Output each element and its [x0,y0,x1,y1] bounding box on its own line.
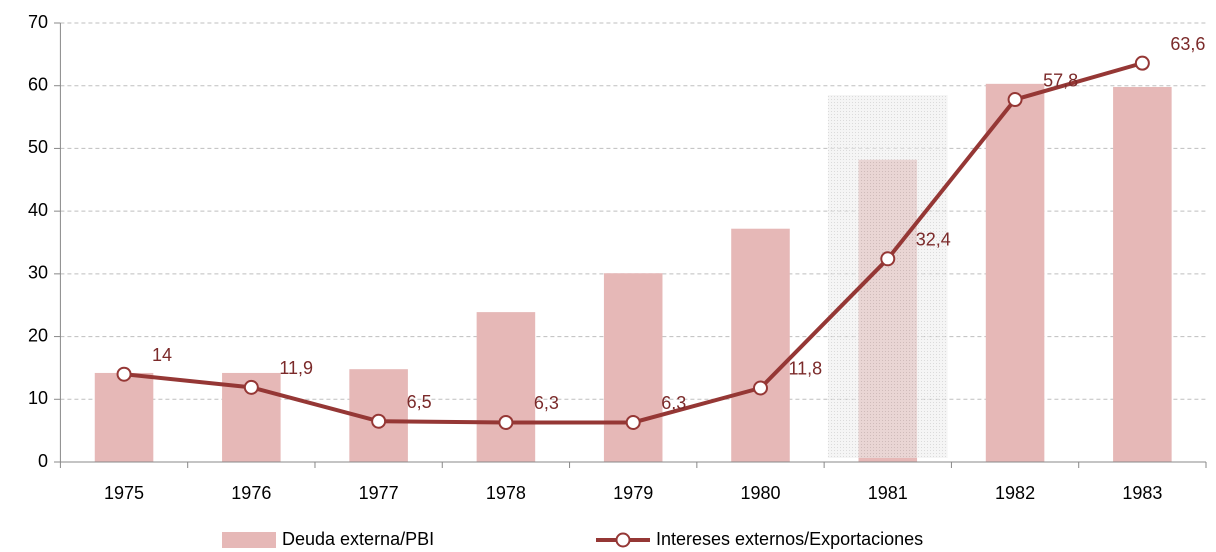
bar [603,273,663,462]
bar [1113,86,1172,463]
axes: 0 10 20 30 40 50 60 70 1975 1976 1977 1978 1979 1980 1… [28,12,1207,503]
x-tick-label: 1980 [740,483,780,503]
x-tick-label: 1977 [359,483,399,503]
y-tick-label: 20 [28,325,48,345]
legend-marker [615,532,631,548]
highlight [827,95,948,458]
data-label: 32,4 [916,230,951,250]
y-tick-label: 0 [38,451,48,471]
legend: Deuda externa/PBI Intereses externos/Expo… [222,529,923,549]
x-tick-label: 1976 [231,483,271,503]
legend-label: Deuda externa/PBI [282,529,434,549]
data-label: 6,3 [661,393,686,413]
y-tick-label: 70 [28,12,48,32]
line-point [116,366,132,382]
data-label: 11,8 [788,359,822,379]
line-point [243,379,259,395]
x-tick-label: 1983 [1122,483,1162,503]
x-tick-label: 1981 [868,483,908,503]
data-label: 57,8 [1043,70,1078,90]
y-tick-label: 60 [28,74,48,94]
x-tick-label: 1978 [486,483,526,503]
line-point [371,413,387,429]
data-label: 11,9 [279,358,313,378]
bars [94,83,1172,463]
data-label: 6,3 [534,393,559,413]
y-tick-label: 30 [28,263,48,283]
bar [985,83,1045,462]
line-point [752,380,768,396]
line-point [625,414,641,430]
bar [731,228,790,462]
x-tick-label: 1982 [995,483,1035,503]
data-label: 63,6 [1170,34,1205,54]
y-tick-label: 10 [28,388,48,408]
legend-label: Intereses externos/Exportaciones [656,529,923,549]
x-tick-label: 1975 [104,483,144,503]
x-tick-label: 1979 [613,483,653,503]
line-point [498,414,514,430]
bar [476,312,536,462]
line-point [1134,55,1150,71]
line-point [1007,92,1023,108]
line-layer: 14 11,9 6,5 6,3 6,3 11,8 32,4 57,8 63,6 [116,34,1205,430]
data-label: 6,5 [407,392,432,412]
y-tick-label: 50 [28,137,48,157]
legend-swatch [222,532,276,548]
y-tick-label: 40 [28,200,48,220]
line-point [880,251,896,267]
data-label: 14 [152,345,172,365]
bar [94,372,154,462]
